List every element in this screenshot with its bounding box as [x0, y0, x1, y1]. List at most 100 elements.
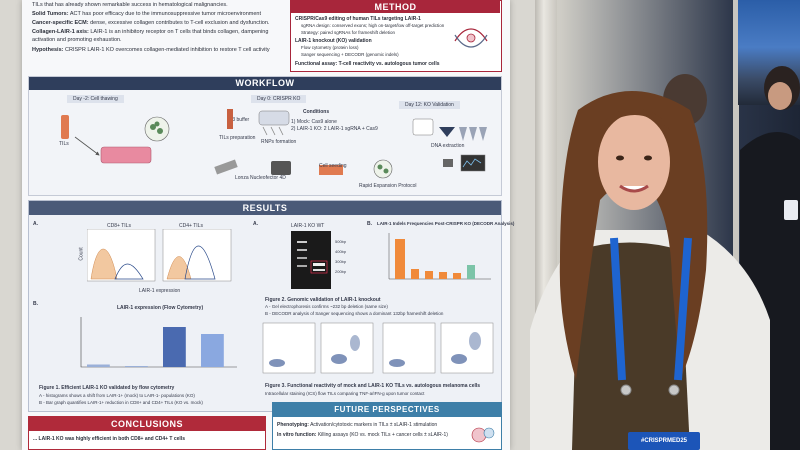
method-item: Functional assay: T-cell reactivity vs. …: [295, 61, 440, 67]
workflow-seeding: Cell seeding: [319, 163, 347, 169]
gel-lanes-label: LAIR-1 KO WT: [291, 223, 325, 229]
workflow-conditions: Conditions: [303, 109, 330, 115]
workflow-thaw-diagram: [61, 115, 170, 164]
panel-a-label: A.: [33, 221, 38, 227]
intro-lair: Collagen-LAIR-1 axis: LAIR-1 is an inhib…: [32, 29, 269, 35]
presenter-face: [598, 114, 670, 210]
presenter-hair: [559, 91, 708, 380]
crispr-icon: [454, 28, 488, 48]
workflow-cond2: 2) LAIR-1 KO: 2 LAIR-1 sgRNA + Cas9: [291, 126, 378, 132]
future-title: FUTURE PERSPECTIVES: [273, 403, 501, 417]
fig1b-caption: B - Bar graph quantifies LAIR-1+ reducti…: [39, 400, 203, 405]
decodr-bar: [439, 272, 447, 279]
window-frame: [733, 0, 739, 450]
dish-icon: [144, 116, 170, 142]
method-item: Strategy: paired sgRNAs for frameshift d…: [301, 30, 396, 35]
cd4-label: CD4+ TILs: [179, 223, 203, 229]
intro-ecm: Cancer-specific ECM: dense, excessive co…: [32, 20, 270, 26]
name-badge: #CRISPRMED25: [628, 432, 700, 450]
fig2-caption: Figure 2. Genomic validation of LAIR-1 k…: [265, 297, 381, 303]
fig2b-caption: B - DECODR analysis of Sanger sequencing…: [265, 311, 444, 316]
decodr-bar: [395, 239, 405, 279]
intro-solid: Solid Tumors: ACT has poor efficacy due …: [32, 11, 261, 17]
future-section: FUTURE PERSPECTIVES Phenotyping: Activat…: [272, 402, 502, 450]
workflow-lonza: Lonza Nucleofector 4D: [235, 175, 286, 181]
lanyard-right: [674, 237, 692, 381]
cell-illustration-icon: [471, 427, 495, 443]
flow-chart-bar: [87, 364, 110, 367]
method-item: sgRNA design: conserved exons; high on-t…: [301, 23, 445, 28]
gel-panel-label: A.: [253, 221, 258, 227]
workflow-title: WORKFLOW: [29, 77, 501, 90]
intro-block: TILs that has already shown remarkable s…: [32, 0, 292, 62]
bp-500: 500bp: [335, 239, 347, 244]
flow-chart-bar: [163, 327, 186, 367]
intro-lair2: activation and promoting exhaustion.: [32, 37, 122, 43]
workflow-section: WORKFLOW Day -2: Cell thawing Day 0: CRI…: [28, 76, 502, 196]
presenter-eye-right: [644, 155, 652, 161]
flow-chart-title: LAIR-1 expression (Flow Cytometry): [117, 305, 204, 311]
method-item: LAIR-1 knockout (KO) validation: [295, 38, 372, 44]
fig3-caption: Figure 3. Functional reactivity of mock …: [265, 383, 481, 389]
workflow-cond1: 1) Mock: Cas9 alone: [291, 119, 337, 125]
method-item: Sanger sequencing + DECODR (genomic inde…: [301, 52, 399, 57]
conclusions-title: CONCLUSIONS: [29, 417, 265, 431]
workflow-day-minus2: Day -2: Cell thawing: [67, 95, 124, 103]
research-poster: TILs that has already shown remarkable s…: [22, 0, 514, 450]
method-block: METHOD CRISPR/Cas9 editing of human TILs…: [290, 0, 502, 72]
intro-line1: TILs that has already shown remarkable s…: [32, 2, 228, 8]
gel-band-wt: [313, 269, 325, 271]
intro-hypothesis: Hypothesis: CRISPR LAIR-1 KO overcomes c…: [32, 47, 270, 53]
bp-300: 300bp: [335, 259, 347, 264]
fig1-caption: Figure 1. Efficient LAIR-1 KO validated …: [39, 385, 175, 391]
lanyard-clip: [620, 384, 632, 396]
lanyard-left: [610, 237, 626, 381]
flow-bar-chart: [80, 317, 237, 368]
results-section: RESULTS A. CD8+ TILs CD4+ TILs Count LAI…: [28, 200, 514, 412]
conclusions-text: ... LAIR-1 KO was highly efficient in bo…: [33, 436, 185, 442]
method-title: METHOD: [291, 1, 500, 13]
workflow-til-label: TILs: [59, 141, 69, 147]
decodr-bar: [411, 269, 419, 279]
workflow-dna: DNA extraction: [431, 143, 465, 149]
workflow-day0: Day 0: CRISPR KO: [251, 95, 307, 103]
vial-icon: [61, 115, 69, 139]
flow-histograms: [87, 229, 232, 282]
results-title: RESULTS: [29, 201, 501, 215]
histogram-ko: [90, 248, 118, 280]
plate-icon: [100, 146, 152, 164]
histogram-mock: [114, 263, 144, 280]
panel-b-label: B.: [33, 301, 38, 307]
workflow-rnp: RNPs formation: [261, 139, 297, 145]
decodr-panel-label: B.: [367, 221, 372, 227]
decodr-bar: [467, 265, 475, 279]
lair-expr-axis-label: LAIR-1 expression: [139, 288, 181, 294]
decodr-chart: [388, 233, 491, 280]
flow-chart-bar: [201, 334, 224, 367]
fig3a-caption: Intracellular staining (ICS) flow TILs c…: [265, 391, 425, 396]
presenter-smile: [619, 184, 649, 193]
decodr-bar: [453, 273, 461, 279]
ics-scatter-plots: [262, 322, 494, 374]
conclusions-section: CONCLUSIONS ... LAIR-1 KO was highly eff…: [28, 416, 266, 450]
count-axis-label: Count: [78, 247, 85, 261]
future-item-invitro: In vitro function: Killing assays (KO vs…: [277, 432, 448, 438]
presenter-top: [572, 242, 690, 450]
workflow-prep-diagram: [227, 109, 290, 136]
fig1a-caption: A - histograms shows a shift from LAIR-1…: [39, 393, 195, 398]
badge-text: #CRISPRMED25: [640, 438, 687, 444]
workflow-p3: P3 buffer: [229, 117, 250, 123]
flow-chart-bar: [125, 366, 148, 367]
workflow-validation-diagram: [412, 118, 487, 172]
method-item: CRISPR/Cas9 editing of human TILs target…: [295, 16, 421, 22]
decodr-bar: [425, 271, 433, 279]
bp-200: 200bp: [335, 269, 347, 274]
workflow-day12: Day 12: KO Validation: [399, 101, 460, 109]
decodr-title: LAIR-1 Indels Frequencies Post-CRISPR KO…: [377, 221, 515, 226]
workflow-nucleofection-diagram: [214, 159, 393, 179]
bp-400: 400bp: [335, 249, 347, 254]
future-item-phenotyping: Phenotyping: Activation/cytotoxic marker…: [277, 422, 438, 428]
method-item: Flow cytometry (protein loss): [301, 45, 359, 50]
gel-image: [291, 231, 331, 289]
